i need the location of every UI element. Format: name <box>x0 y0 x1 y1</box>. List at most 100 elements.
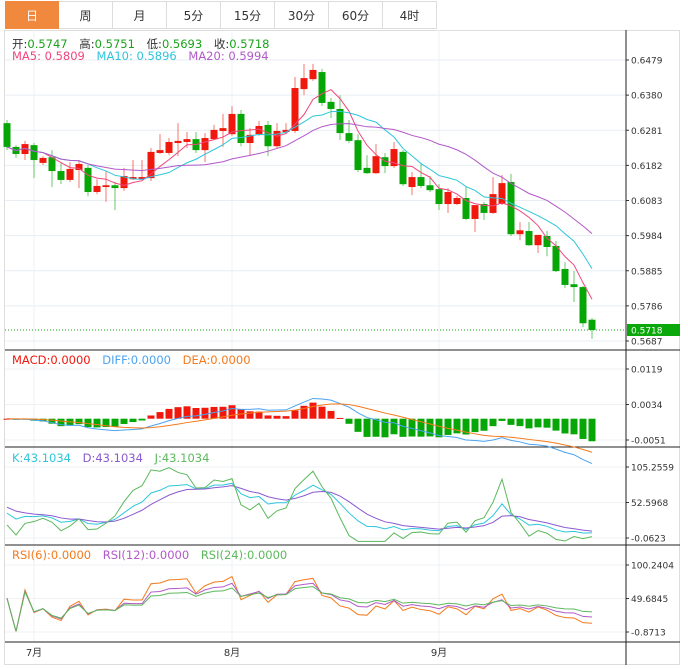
k-value: K:43.1034 <box>12 451 71 465</box>
tab-day[interactable]: 日 <box>5 1 59 29</box>
candle-down <box>111 185 119 189</box>
kdj-legend: K:43.1034 D:43.1034 J:43.1034 <box>12 451 217 465</box>
macd-tick-label: 0.0119 <box>631 366 663 376</box>
macd-bar <box>444 418 452 435</box>
high-value: 0.5751 <box>94 37 135 51</box>
price-tick-label: 0.5786 <box>631 302 663 312</box>
candle-up <box>390 149 398 167</box>
macd-bar <box>291 410 299 419</box>
diff-line <box>6 397 593 465</box>
macd-bar <box>372 418 380 437</box>
macd-bar <box>399 418 407 437</box>
macd-bar <box>192 408 200 419</box>
rsi24-line <box>6 586 593 632</box>
candle-up <box>300 78 308 90</box>
candle-down <box>3 123 11 147</box>
macd-bar <box>381 418 389 438</box>
tab-15min[interactable]: 15分 <box>221 1 275 29</box>
macd-bar <box>471 418 479 433</box>
period-tabs: 日 周 月 5分 15分 30分 60分 4时 <box>5 1 437 29</box>
macd-bar <box>570 418 578 435</box>
candle-up <box>255 125 263 135</box>
macd-bar <box>156 412 164 419</box>
candle-down <box>435 189 443 205</box>
price-tick-label: 0.5687 <box>631 338 663 348</box>
open-value: 0.5747 <box>27 37 68 51</box>
macd-bar <box>183 406 191 419</box>
candle-down <box>417 177 425 186</box>
macd-tick-label: -0.0051 <box>631 437 666 447</box>
tab-30min[interactable]: 30分 <box>275 1 329 29</box>
candle-down <box>354 140 362 170</box>
candle-down <box>336 108 344 134</box>
candle-up <box>309 69 317 80</box>
candle-down <box>84 167 92 192</box>
tab-60min[interactable]: 60分 <box>329 1 383 29</box>
macd-bar <box>543 418 551 428</box>
d-line <box>6 485 593 532</box>
macd-bar <box>255 411 263 419</box>
candle-down <box>318 72 326 103</box>
candle-up <box>66 168 74 180</box>
candle-down <box>48 157 56 172</box>
candle-up <box>183 139 191 142</box>
macd-bar <box>345 418 353 424</box>
candle-down <box>327 101 335 109</box>
macd-bar <box>273 415 281 419</box>
macd-bar <box>228 405 236 419</box>
last-price-label: 0.5718 <box>631 327 663 337</box>
tab-week[interactable]: 周 <box>59 1 113 29</box>
kdj-tick-label: 105.2559 <box>631 464 674 474</box>
macd-legend: MACD:0.0000 DIFF:0.0000 DEA:0.0000 <box>12 353 259 367</box>
candle-down <box>552 245 560 272</box>
price-tick-label: 0.5984 <box>631 232 663 242</box>
macd-bar <box>417 418 425 437</box>
rsi-legend: RSI(6):0.0000 RSI(12):0.0000 RSI(24):0.0… <box>12 548 295 562</box>
tab-month[interactable]: 月 <box>113 1 167 29</box>
rsi12-line <box>6 582 593 632</box>
candle-down <box>588 319 596 331</box>
dea-line <box>6 403 593 453</box>
candle-down <box>30 145 38 161</box>
candle-up <box>75 163 83 170</box>
macd-bar <box>453 418 461 434</box>
macd-bar <box>480 418 488 431</box>
open-label: 开: <box>12 37 28 51</box>
candle-up <box>174 140 182 144</box>
macd-bar <box>75 418 83 425</box>
candle-up <box>39 157 47 163</box>
candle-up <box>228 113 236 135</box>
macd-bar <box>516 418 524 427</box>
macd-bar <box>462 418 470 435</box>
tab-4hour[interactable]: 4时 <box>383 1 437 29</box>
candle-down <box>237 113 245 144</box>
ma10-line <box>6 110 593 270</box>
candle-up <box>210 129 218 140</box>
macd-bar <box>354 418 362 432</box>
macd-bar <box>318 406 326 419</box>
price-tick-label: 0.6479 <box>631 57 663 67</box>
candle-down <box>507 182 515 235</box>
price-tick-label: 0.6182 <box>631 162 663 172</box>
macd-bar <box>588 418 596 442</box>
macd-bar <box>300 405 308 419</box>
macd-bar <box>57 418 65 427</box>
macd-bar <box>201 407 209 419</box>
tab-5min[interactable]: 5分 <box>167 1 221 29</box>
candle-up <box>156 150 164 153</box>
macd-bar <box>147 415 155 419</box>
candle-up <box>534 234 542 246</box>
kdj-tick-label: 52.5968 <box>631 499 668 509</box>
macd-bar <box>246 411 254 419</box>
macd-bar <box>84 418 92 428</box>
candle-down <box>525 231 533 246</box>
ma5-line <box>6 88 593 300</box>
price-tick-label: 0.6083 <box>631 197 663 207</box>
ma-legend: MA5: 0.5809 MA10: 0.5896 MA20: 0.5994 <box>12 49 277 63</box>
candle-up <box>120 176 128 189</box>
j-line <box>6 467 593 542</box>
macd-bar <box>336 417 344 419</box>
candle-up <box>93 185 101 192</box>
macd-bar <box>138 418 146 421</box>
